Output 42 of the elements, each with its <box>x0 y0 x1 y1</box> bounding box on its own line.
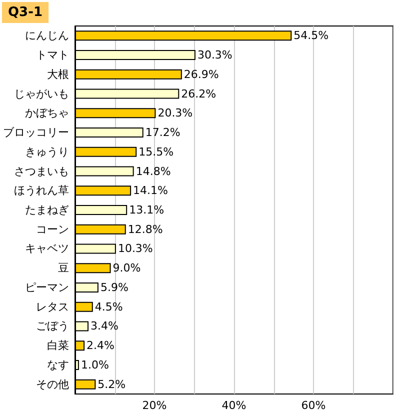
data-label: 9.0% <box>112 262 141 275</box>
x-tick-label: 20% <box>142 399 167 412</box>
x-tick-label: 60% <box>301 399 326 412</box>
data-label: 5.9% <box>100 280 128 294</box>
data-label: 26.2% <box>181 87 216 100</box>
y-tick-label: さつまいも <box>14 164 69 178</box>
y-tick-label: じゃがいも <box>14 87 69 100</box>
y-tick-label: なす <box>47 358 69 372</box>
data-label: 2.4% <box>86 339 114 352</box>
y-tick-label: キャベツ <box>25 242 69 256</box>
data-label: 1.0% <box>80 358 109 372</box>
y-tick-label: 白菜 <box>47 339 69 352</box>
y-tick-label: ピーマン <box>25 280 69 294</box>
data-label: 14.8% <box>136 164 171 178</box>
y-tick-label: 豆 <box>58 262 69 275</box>
data-label: 15.5% <box>138 145 174 158</box>
y-tick-label: 大根 <box>47 68 69 81</box>
y-tick-label: たまねぎ <box>25 204 69 216</box>
y-tick-label: トマト <box>36 48 69 62</box>
y-tick-label: きゅうり <box>25 145 69 158</box>
y-tick-label: ブロッコリー <box>3 126 69 140</box>
data-label: 13.1% <box>129 204 164 216</box>
data-label: 10.3% <box>118 242 153 256</box>
data-label: 17.2% <box>145 126 180 140</box>
data-label: 4.5% <box>94 300 123 314</box>
y-tick-label: ごぼう <box>36 320 69 333</box>
data-label: 5.2% <box>98 378 126 391</box>
data-label: 3.4% <box>90 320 118 333</box>
data-label: 20.3% <box>158 106 193 120</box>
y-tick-label: レタス <box>36 300 69 314</box>
x-tick-label: 40% <box>222 399 246 412</box>
y-tick-label: かぼちゃ <box>25 106 69 120</box>
data-label: 12.8% <box>128 222 163 236</box>
data-label: 30.3% <box>197 48 232 62</box>
y-tick-label: その他 <box>36 378 69 391</box>
chart-title: Q3-1 <box>8 5 43 20</box>
data-label: 26.9% <box>184 68 219 81</box>
y-tick-label: にんじん <box>25 29 69 42</box>
y-tick-label: ほうれん草 <box>14 184 69 198</box>
y-tick-label: コーン <box>36 222 69 236</box>
data-label: 14.1% <box>133 184 168 198</box>
data-label: 54.5% <box>294 29 329 42</box>
